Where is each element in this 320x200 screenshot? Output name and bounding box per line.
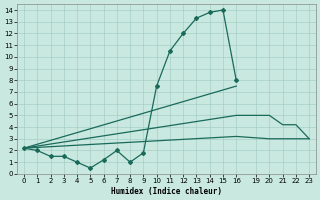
- X-axis label: Humidex (Indice chaleur): Humidex (Indice chaleur): [111, 187, 222, 196]
